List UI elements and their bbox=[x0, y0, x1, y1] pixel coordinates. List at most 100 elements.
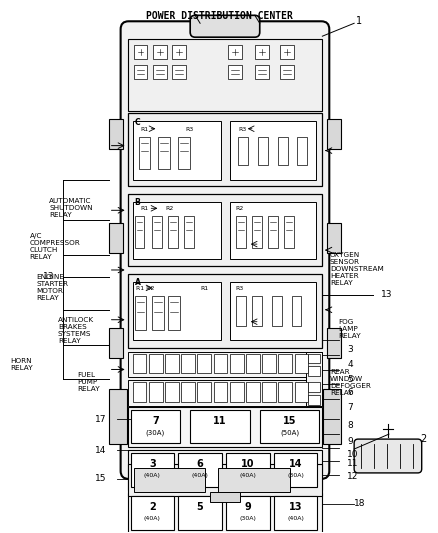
Bar bbox=[131, 410, 180, 443]
Text: 13: 13 bbox=[381, 290, 393, 300]
Text: 13: 13 bbox=[43, 272, 55, 281]
Bar bbox=[262, 382, 276, 402]
Bar bbox=[127, 407, 322, 447]
Text: (40A): (40A) bbox=[144, 516, 161, 521]
Text: 8: 8 bbox=[347, 421, 353, 430]
Bar bbox=[184, 216, 194, 248]
Bar bbox=[308, 367, 320, 376]
Bar bbox=[127, 493, 322, 532]
Bar bbox=[279, 45, 293, 59]
Bar bbox=[307, 352, 322, 406]
Bar bbox=[214, 382, 227, 402]
Bar bbox=[230, 282, 316, 340]
FancyBboxPatch shape bbox=[190, 15, 260, 37]
Text: 10: 10 bbox=[347, 449, 359, 458]
Bar bbox=[279, 65, 293, 79]
Text: (30A): (30A) bbox=[240, 516, 256, 521]
Bar bbox=[131, 496, 174, 530]
Bar bbox=[152, 216, 162, 248]
Bar bbox=[149, 353, 162, 374]
Bar bbox=[283, 216, 293, 248]
Text: 15: 15 bbox=[283, 416, 296, 426]
Bar bbox=[153, 65, 167, 79]
Text: 15: 15 bbox=[95, 474, 106, 483]
Text: R3: R3 bbox=[238, 127, 246, 132]
Bar bbox=[246, 353, 260, 374]
Bar bbox=[274, 496, 318, 530]
Text: ANTILOCK
BRAKES
SYSTEMS
RELAY: ANTILOCK BRAKES SYSTEMS RELAY bbox=[58, 317, 94, 344]
Bar bbox=[159, 136, 170, 168]
Bar bbox=[230, 353, 244, 374]
Bar bbox=[127, 113, 322, 187]
Text: 12: 12 bbox=[347, 472, 359, 481]
Text: R2: R2 bbox=[235, 206, 243, 211]
Bar bbox=[168, 296, 180, 330]
Bar bbox=[258, 136, 268, 165]
Text: REAR
WINDOW
DEFOGGER
RELAY: REAR WINDOW DEFOGGER RELAY bbox=[330, 369, 371, 395]
Text: OXYGEN
SENSOR
DOWNSTREAM
HEATER
RELAY: OXYGEN SENSOR DOWNSTREAM HEATER RELAY bbox=[330, 252, 384, 286]
Bar bbox=[228, 45, 242, 59]
Bar bbox=[246, 382, 260, 402]
Text: POWER DISTRIBUTION CENTER: POWER DISTRIBUTION CENTER bbox=[145, 11, 293, 21]
Text: FUEL
PUMP
RELAY: FUEL PUMP RELAY bbox=[78, 372, 100, 392]
Bar bbox=[308, 382, 320, 392]
Text: 11: 11 bbox=[347, 459, 359, 469]
Text: 17: 17 bbox=[95, 415, 106, 424]
Bar bbox=[294, 353, 308, 374]
Bar bbox=[178, 136, 190, 168]
Bar bbox=[327, 223, 341, 253]
Bar bbox=[236, 296, 246, 326]
Text: (40A): (40A) bbox=[240, 473, 256, 479]
Text: R1 R2: R1 R2 bbox=[135, 286, 154, 291]
Bar bbox=[327, 328, 341, 358]
Bar bbox=[134, 468, 205, 492]
Bar bbox=[172, 65, 186, 79]
Text: R3: R3 bbox=[235, 286, 243, 291]
Text: (40A): (40A) bbox=[192, 473, 208, 479]
Text: 14: 14 bbox=[289, 459, 302, 469]
Text: 14: 14 bbox=[95, 446, 106, 455]
Bar bbox=[308, 353, 320, 364]
Bar bbox=[109, 119, 123, 149]
Text: R2: R2 bbox=[165, 206, 173, 211]
Bar bbox=[297, 136, 307, 165]
Text: 6: 6 bbox=[347, 388, 353, 397]
Text: (50A): (50A) bbox=[280, 430, 299, 437]
Text: R1: R1 bbox=[141, 127, 148, 132]
Bar bbox=[134, 65, 148, 79]
Bar bbox=[255, 45, 268, 59]
Bar bbox=[178, 496, 222, 530]
Text: ENGINE
STARTER
MOTOR
RELAY: ENGINE STARTER MOTOR RELAY bbox=[36, 274, 68, 301]
Bar bbox=[272, 296, 282, 326]
Text: R3: R3 bbox=[185, 127, 194, 132]
Bar bbox=[292, 296, 301, 326]
Bar bbox=[294, 382, 308, 402]
Bar bbox=[278, 353, 292, 374]
Bar bbox=[109, 389, 127, 444]
Bar bbox=[127, 381, 322, 406]
Bar bbox=[149, 382, 162, 402]
Text: 13: 13 bbox=[289, 502, 302, 512]
Bar bbox=[230, 203, 316, 259]
Bar bbox=[134, 216, 145, 248]
Bar bbox=[133, 121, 221, 181]
Bar bbox=[127, 39, 322, 111]
Bar bbox=[133, 353, 146, 374]
Bar bbox=[172, 45, 186, 59]
Text: (30A): (30A) bbox=[146, 430, 165, 437]
Text: 18: 18 bbox=[354, 499, 366, 508]
Bar bbox=[228, 65, 242, 79]
Text: 11: 11 bbox=[213, 416, 227, 426]
Bar bbox=[109, 328, 123, 358]
FancyBboxPatch shape bbox=[354, 439, 422, 473]
Bar bbox=[152, 296, 164, 330]
Text: 2: 2 bbox=[420, 434, 427, 444]
Text: 9: 9 bbox=[347, 437, 353, 446]
Bar bbox=[127, 195, 322, 266]
Text: 3: 3 bbox=[347, 345, 353, 354]
Bar bbox=[153, 45, 167, 59]
Bar bbox=[109, 223, 123, 253]
Bar bbox=[133, 282, 221, 340]
Bar bbox=[230, 382, 244, 402]
Text: A: A bbox=[134, 278, 141, 287]
